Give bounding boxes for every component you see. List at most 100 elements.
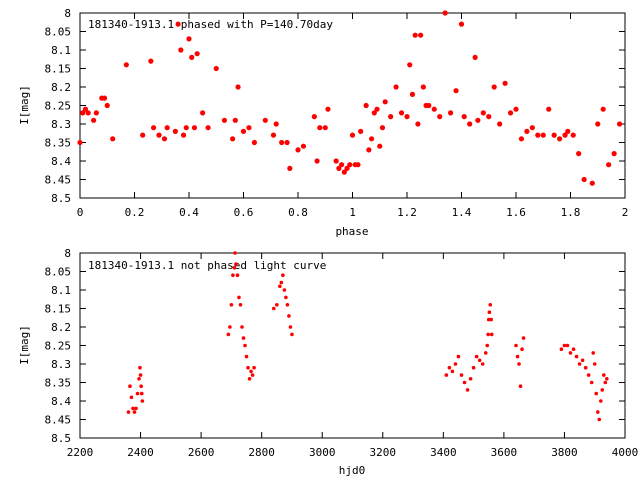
data-point	[565, 128, 571, 134]
data-point	[616, 121, 623, 127]
data-point	[393, 84, 399, 90]
data-point	[132, 410, 137, 414]
data-point	[295, 147, 301, 153]
x-tick-label: 1.4	[452, 206, 472, 219]
data-point	[161, 136, 168, 142]
data-point	[249, 369, 253, 374]
data-point	[183, 125, 189, 131]
data-point	[235, 84, 241, 90]
data-point	[137, 377, 141, 381]
y-tick-label: 8.15	[45, 63, 72, 76]
x-tick-label: 0.4	[179, 206, 199, 219]
y-tick-label: 8.3	[51, 358, 71, 371]
data-point	[586, 373, 591, 377]
data-point	[232, 117, 238, 123]
data-point	[486, 332, 490, 337]
data-point	[465, 388, 470, 392]
data-point	[442, 10, 448, 16]
data-point	[358, 128, 364, 134]
x-tick-label: 2200	[67, 446, 94, 459]
y-tick-label: 8.5	[51, 192, 71, 205]
x-tick-label: 0.8	[288, 206, 308, 219]
data-point	[458, 21, 465, 27]
data-point	[366, 147, 372, 153]
data-point	[600, 388, 605, 392]
data-point	[333, 158, 339, 164]
data-point	[474, 354, 479, 359]
x-tick-label: 2800	[248, 446, 275, 459]
y-axis-label: I[mag]	[18, 325, 31, 365]
data-point	[551, 132, 557, 138]
data-point	[226, 332, 231, 337]
x-tick-label: 2600	[188, 446, 215, 459]
data-point	[388, 114, 394, 120]
data-point	[447, 365, 452, 370]
data-point	[486, 114, 492, 120]
data-point	[426, 102, 432, 109]
data-point	[314, 158, 320, 164]
data-points	[126, 251, 609, 422]
data-point	[480, 362, 485, 366]
data-point	[600, 106, 606, 112]
data-point	[341, 169, 347, 175]
x-tick-label: 1.2	[397, 206, 417, 219]
data-point	[135, 391, 140, 396]
data-point	[80, 110, 86, 116]
data-point	[235, 273, 240, 278]
x-tick-label: 3800	[551, 446, 578, 459]
data-point	[404, 114, 410, 120]
data-point	[568, 351, 573, 355]
data-point	[275, 303, 279, 307]
data-point	[535, 132, 541, 138]
data-point	[477, 358, 482, 363]
data-point	[489, 317, 493, 322]
data-point	[461, 114, 467, 120]
data-point	[456, 354, 461, 359]
data-point	[480, 110, 486, 116]
data-point	[200, 110, 206, 116]
data-point	[273, 121, 279, 127]
data-point	[317, 125, 323, 131]
data-point	[581, 176, 587, 183]
data-point	[339, 162, 345, 168]
data-point	[175, 21, 181, 27]
data-point	[278, 284, 282, 289]
data-point	[251, 139, 257, 146]
data-point	[517, 362, 521, 366]
data-point	[252, 365, 256, 370]
y-tick-label: 8.4	[51, 155, 71, 168]
data-point	[232, 266, 237, 270]
data-point	[502, 80, 508, 86]
data-point	[230, 136, 236, 142]
y-tick-label: 8.35	[45, 137, 72, 150]
data-point	[134, 406, 138, 411]
data-point	[213, 65, 219, 72]
data-point	[487, 310, 492, 315]
data-point	[110, 136, 116, 142]
data-point	[246, 365, 250, 370]
data-point	[325, 106, 331, 112]
data-point	[131, 406, 135, 411]
data-point	[101, 95, 108, 101]
data-point	[240, 128, 247, 134]
x-tick-label: 0.2	[125, 206, 145, 219]
data-point	[379, 125, 386, 131]
data-point	[104, 102, 110, 109]
data-point	[595, 410, 600, 414]
data-point	[243, 343, 247, 348]
y-tick-label: 8.05	[45, 26, 72, 39]
x-tick-label: 3600	[491, 446, 518, 459]
data-point	[172, 128, 178, 134]
data-point	[437, 114, 443, 120]
data-point	[450, 369, 455, 374]
data-point	[462, 380, 467, 385]
data-point	[467, 121, 473, 127]
plot-frame	[79, 252, 626, 439]
y-tick-label: 8.45	[45, 174, 72, 187]
data-point	[228, 325, 232, 329]
data-point	[123, 62, 129, 68]
data-point	[244, 354, 249, 359]
data-point	[91, 117, 97, 123]
x-tick-label: 1	[349, 206, 356, 219]
data-point	[284, 295, 288, 300]
